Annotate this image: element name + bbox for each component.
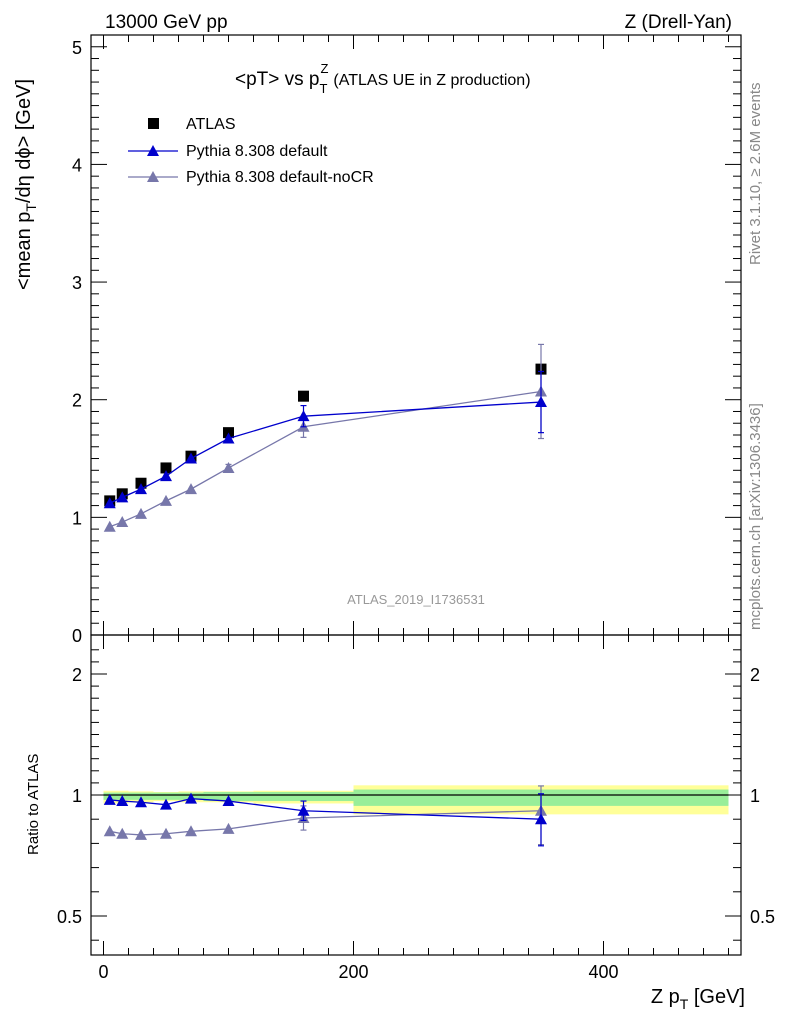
x-axis-label-rest: [GeV] bbox=[688, 986, 745, 1008]
nocr-point bbox=[103, 520, 116, 532]
legend-label-atlas: ATLAS bbox=[186, 116, 236, 133]
ratio-default-point bbox=[185, 792, 197, 804]
legend-label-nocr: Pythia 8.308 default-noCR bbox=[186, 169, 374, 186]
nocr-point bbox=[116, 516, 129, 528]
x-tick-label: 200 bbox=[338, 962, 368, 982]
ratio-default-point bbox=[103, 793, 116, 805]
ratio-nocr-point bbox=[160, 827, 172, 839]
main-panel: 0 1 2 3 4 5 bbox=[72, 34, 742, 646]
mcplots-info: mcplots.cern.ch [arXiv:1306.3436] bbox=[747, 403, 764, 630]
y-axis-label: <mean pT/dη dϕ> [GeV] bbox=[13, 79, 39, 290]
ratio-default-point bbox=[135, 796, 147, 808]
y-tick-label: 3 bbox=[72, 273, 82, 293]
x-tick-label: 0 bbox=[98, 962, 108, 982]
default-point bbox=[116, 491, 129, 503]
legend-marker-nocr bbox=[147, 171, 159, 182]
nocr-point bbox=[135, 507, 147, 519]
ratio-axis-label: Ratio to ATLAS bbox=[25, 754, 42, 855]
ratio-nocr-point bbox=[135, 828, 147, 840]
nocr-point bbox=[185, 483, 197, 495]
nocr-point bbox=[222, 461, 235, 473]
default-line bbox=[109, 401, 542, 504]
ratio-y-tick-label-right: 1 bbox=[750, 786, 760, 806]
rivet-info: Rivet 3.1.10, ≥ 2.6M events bbox=[747, 83, 764, 266]
plot-title-sup: Z bbox=[321, 61, 329, 76]
ratio-default-point bbox=[116, 795, 129, 807]
ratio-y-tick-label: 2 bbox=[72, 665, 82, 685]
y-axis-label-rest: /dη dϕ> [GeV] bbox=[13, 79, 35, 203]
plot-title: <pT> vs pZ T (ATLAS UE in Z production) bbox=[235, 61, 531, 96]
default-point bbox=[103, 497, 116, 509]
y-axis-label-main: <mean p bbox=[13, 212, 35, 290]
ratio-nocr-point bbox=[116, 827, 129, 839]
y-tick-label: 5 bbox=[72, 38, 82, 58]
ratio-y-tick-label: 0.5 bbox=[57, 907, 82, 927]
default-point bbox=[222, 432, 235, 444]
header-right: Z (Drell-Yan) bbox=[625, 12, 732, 33]
ratio-default-point bbox=[222, 795, 235, 807]
ratio-y-tick-label: 1 bbox=[72, 786, 82, 806]
plot-title-main: <pT> vs p bbox=[235, 69, 320, 90]
ratio-default-point bbox=[160, 798, 172, 810]
nocr-point bbox=[160, 494, 172, 506]
ratio-panel: 0 200 400 0.5 0.5 1 1 2 2 bbox=[57, 634, 775, 982]
x-tick-label: 400 bbox=[588, 962, 618, 982]
legend-marker-default bbox=[147, 145, 159, 156]
y-tick-label: 4 bbox=[72, 155, 82, 175]
atlas-point bbox=[160, 462, 172, 474]
x-axis-label: Z pT [GeV] bbox=[651, 986, 745, 1012]
plot-title-rest: (ATLAS UE in Z production) bbox=[333, 72, 530, 89]
default-point bbox=[135, 483, 147, 495]
nocr-line bbox=[109, 390, 542, 528]
default-point bbox=[185, 452, 197, 464]
ratio-band-inner bbox=[128, 792, 154, 800]
atlas-point bbox=[298, 390, 309, 402]
ratio-y-tick-label-right: 2 bbox=[750, 665, 760, 685]
x-axis-label-sub: T bbox=[680, 996, 689, 1012]
ratio-default-point bbox=[535, 813, 547, 825]
y-tick-label: 1 bbox=[72, 508, 82, 528]
ratio-band-inner bbox=[153, 792, 179, 800]
y-tick-label: 2 bbox=[72, 391, 82, 411]
ratio-nocr-point bbox=[222, 822, 235, 834]
analysis-watermark: ATLAS_2019_I1736531 bbox=[347, 592, 485, 607]
ratio-y-tick-label-right: 0.5 bbox=[750, 907, 775, 927]
ratio-band-inner bbox=[253, 791, 354, 802]
legend-marker-atlas bbox=[148, 118, 159, 129]
ratio-nocr-point bbox=[185, 825, 197, 837]
plot-title-sub: T bbox=[319, 81, 327, 96]
y-axis-label-sub: T bbox=[23, 203, 39, 212]
header-left: 13000 GeV pp bbox=[105, 12, 228, 33]
default-point bbox=[535, 396, 547, 408]
ratio-nocr-point bbox=[103, 825, 116, 837]
legend: ATLAS Pythia 8.308 default Pythia 8.308 … bbox=[128, 116, 374, 186]
y-tick-label: 0 bbox=[72, 626, 82, 646]
default-point bbox=[297, 410, 310, 422]
ratio-default-point bbox=[297, 804, 310, 816]
x-axis-label-main: Z p bbox=[651, 986, 680, 1008]
default-point bbox=[160, 470, 172, 482]
legend-label-default: Pythia 8.308 default bbox=[186, 143, 328, 160]
